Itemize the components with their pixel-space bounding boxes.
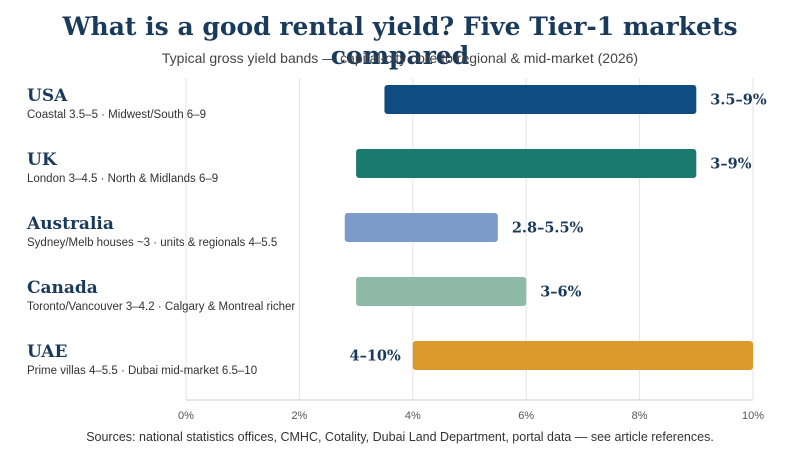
yield-range-bar — [412, 341, 753, 370]
country-detail: Prime villas 4–5.5 · Dubai mid-market 6.… — [27, 365, 257, 377]
country-detail: Toronto/Vancouver 3–4.2 · Calgary & Mont… — [27, 301, 295, 313]
x-tick-label: 6% — [518, 410, 534, 422]
country-name: UK — [27, 150, 58, 170]
country-name: UAE — [27, 342, 67, 362]
yield-range-bar — [356, 149, 697, 178]
yield-range-bar — [384, 85, 697, 114]
range-label: 4–10% — [350, 348, 402, 365]
sources-footnote: Sources: national statistics offices, CM… — [86, 430, 714, 444]
country-detail: Coastal 3.5–5 · Midwest/South 6–9 — [27, 109, 206, 121]
x-tick-label: 2% — [291, 410, 307, 422]
yield-range-bar — [344, 213, 498, 242]
country-name: Canada — [27, 278, 98, 298]
x-tick-label: 8% — [632, 410, 648, 422]
range-label: 2.8–5.5% — [512, 220, 584, 237]
range-label: 3–9% — [710, 156, 751, 173]
x-tick-label: 10% — [742, 410, 764, 422]
country-detail: London 3–4.5 · North & Midlands 6–9 — [27, 173, 218, 185]
yield-range-bar — [356, 277, 527, 306]
chart-title: What is a good rental yield? Five Tier-1… — [62, 12, 738, 70]
country-detail: Sydney/Melb houses ~3 · units & regional… — [27, 237, 277, 249]
x-tick-label: 0% — [178, 410, 194, 422]
range-label: 3–6% — [540, 284, 581, 301]
country-name: Australia — [26, 214, 114, 234]
range-label: 3.5–9% — [710, 92, 767, 109]
chart-subtitle: Typical gross yield bands — capital-city… — [161, 50, 639, 66]
x-tick-label: 4% — [405, 410, 421, 422]
country-name: USA — [27, 86, 68, 106]
